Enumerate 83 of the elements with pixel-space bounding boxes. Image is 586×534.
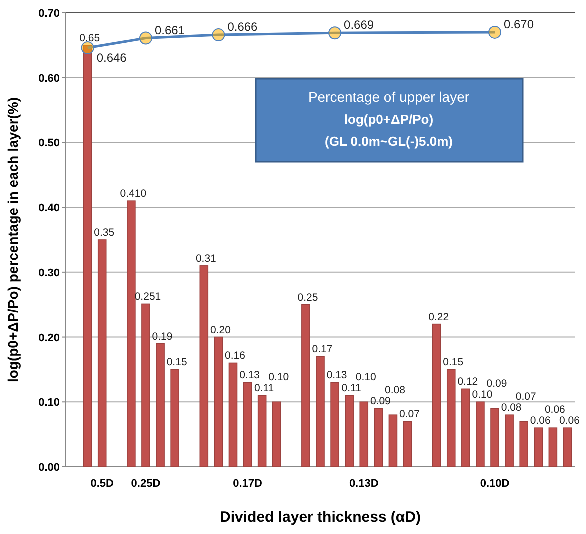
annotation: log(p0+ΔP/Po) [344, 112, 434, 127]
annotation: (GL 0.0m~GL(-)5.0m) [325, 134, 453, 149]
data-label: 0.669 [344, 18, 374, 32]
data-label: 0.11 [342, 382, 362, 395]
data-label: 0.08 [384, 384, 406, 397]
y-tick-label: 0.60 [38, 72, 60, 85]
data-label: 0.10 [356, 372, 377, 384]
data-label: 0.06 [544, 404, 566, 416]
x-tick-label: 0.5D [90, 478, 114, 490]
data-label: 0.08 [501, 402, 522, 414]
text-box: Percentage of upper layer log(p0+ΔP/Po) (GL 0.0m~GL(-)5.0m) [255, 78, 524, 163]
data-label: 0.12 [458, 376, 478, 388]
bar [142, 304, 150, 468]
bar [98, 240, 107, 468]
data-label: 0.25 [298, 292, 318, 304]
y-tick-label: 0.40 [38, 202, 60, 215]
y-tick-label: 0.50 [38, 138, 60, 150]
bar [345, 395, 354, 468]
bar [200, 266, 209, 468]
y-axis-title: log(p0+ΔP/Po) percentage in each layer(%) [5, 97, 21, 383]
data-label: 0.15 [166, 356, 188, 369]
data-label: 0.13 [240, 370, 260, 382]
x-axis-title: Divided layer thickness (αD) [220, 509, 421, 526]
data-label: 0.11 [254, 382, 274, 395]
x-tick-label: 0.17D [233, 478, 263, 490]
bar [360, 402, 369, 468]
data-label: 0.10 [472, 389, 493, 402]
data-label: 0.22 [428, 311, 450, 324]
bar [272, 402, 282, 468]
y-tick-label: 0.30 [38, 267, 60, 280]
bar [228, 362, 238, 468]
data-label: 0.15 [443, 356, 464, 369]
x-tick-label: 0.25D [131, 478, 161, 490]
data-label: 0.35 [94, 227, 115, 239]
data-label: 0.661 [154, 23, 186, 38]
data-label: 0.07 [516, 391, 536, 404]
bar [127, 200, 136, 468]
data-label: 0.646 [96, 51, 128, 66]
data-label: 0.07 [400, 408, 420, 421]
y-tick-label: 0.20 [38, 332, 60, 344]
bar [520, 421, 528, 468]
bar [462, 388, 470, 468]
data-label: 0.19 [152, 330, 173, 343]
data-label: 0.06 [530, 415, 552, 428]
bar [548, 428, 558, 468]
bar [156, 343, 165, 468]
bar [490, 408, 500, 468]
bar [505, 414, 514, 468]
bar [388, 414, 398, 468]
bar [214, 336, 224, 468]
bar [563, 428, 572, 468]
data-label: 0.10 [268, 372, 290, 384]
bar [316, 356, 325, 468]
y-tick-label: 0.10 [38, 397, 60, 410]
bar [258, 395, 267, 468]
bar [446, 369, 456, 468]
data-label: 0.06 [560, 415, 580, 428]
bar [330, 382, 340, 468]
bar [170, 369, 180, 468]
data-label: 0.17 [312, 344, 333, 356]
annotation: Percentage of upper layer [308, 89, 470, 105]
data-label: 0.31 [196, 252, 217, 265]
data-label: 0.65 [80, 32, 100, 44]
bar [374, 408, 384, 468]
bar [476, 402, 485, 468]
data-label: 0.13 [326, 370, 348, 382]
x-tick-label: 0.13D [349, 478, 379, 490]
data-label: 0.410 [120, 188, 147, 200]
bar [302, 304, 310, 468]
x-tick-label: 0.10D [480, 478, 510, 490]
bar [83, 45, 92, 468]
bar [243, 382, 252, 468]
y-tick-label: 0.00 [38, 462, 60, 474]
bar [403, 421, 412, 468]
bar [534, 428, 544, 468]
data-label: 0.670 [504, 17, 534, 32]
data-label: 0.16 [225, 350, 246, 362]
data-label: 0.09 [486, 378, 508, 390]
y-tick-label: 0.70 [38, 8, 60, 20]
data-label: 0.09 [370, 396, 392, 408]
data-label: 0.666 [228, 20, 258, 34]
data-label: 0.20 [210, 324, 232, 336]
bar [432, 324, 442, 468]
